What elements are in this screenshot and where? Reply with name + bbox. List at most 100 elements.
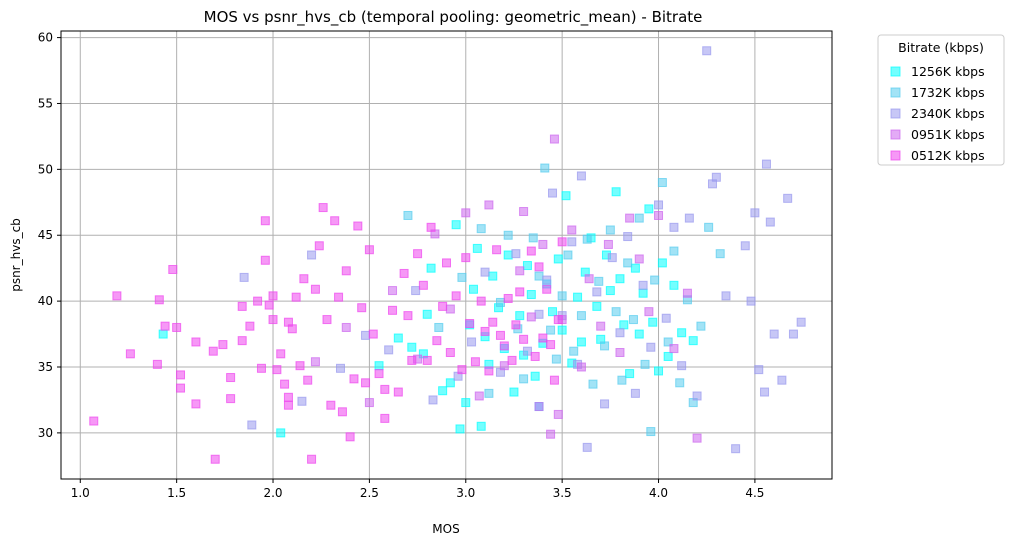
- data-point: [283, 392, 293, 402]
- data-point: [172, 322, 182, 332]
- data-point: [692, 433, 702, 443]
- data-point: [592, 287, 602, 297]
- data-point: [777, 375, 787, 385]
- data-point: [484, 200, 494, 210]
- data-point: [519, 334, 529, 344]
- data-point: [511, 249, 521, 259]
- data-point: [675, 378, 685, 388]
- data-point: [472, 243, 482, 253]
- data-point: [434, 322, 444, 332]
- data-point: [307, 250, 317, 260]
- data-point: [380, 384, 390, 394]
- data-point: [538, 239, 548, 249]
- data-point: [226, 373, 236, 383]
- data-point: [314, 241, 324, 251]
- data-point: [268, 291, 278, 301]
- data-point: [411, 286, 421, 296]
- plot-frame: [60, 30, 833, 480]
- data-point: [364, 245, 374, 255]
- data-point: [677, 328, 687, 338]
- data-point: [584, 274, 594, 284]
- data-point: [731, 444, 741, 454]
- data-point: [507, 355, 517, 365]
- data-point: [663, 351, 673, 361]
- data-point: [368, 329, 378, 339]
- data-point: [549, 134, 559, 144]
- data-point: [634, 254, 644, 264]
- data-point: [646, 342, 656, 352]
- data-point: [374, 361, 384, 371]
- y-tick-label: 45: [38, 228, 53, 242]
- data-point: [495, 330, 505, 340]
- legend-title: Bitrate (kbps): [898, 40, 984, 55]
- data-point: [476, 421, 486, 431]
- data-point: [754, 365, 764, 375]
- data-point: [393, 387, 403, 397]
- data-point: [648, 317, 658, 327]
- data-point: [567, 237, 577, 247]
- data-point: [654, 366, 664, 376]
- data-point: [509, 387, 519, 397]
- data-point: [638, 288, 648, 298]
- data-point: [480, 267, 490, 277]
- data-point: [176, 383, 186, 393]
- data-point: [418, 280, 428, 290]
- data-point: [788, 329, 798, 339]
- data-point: [542, 284, 552, 294]
- data-point: [553, 409, 563, 419]
- data-point: [567, 225, 577, 235]
- data-point: [605, 286, 615, 296]
- data-point: [272, 365, 282, 375]
- data-point: [461, 398, 471, 408]
- data-point: [534, 402, 544, 412]
- data-point: [542, 275, 552, 285]
- data-point: [615, 348, 625, 358]
- data-point: [557, 325, 567, 335]
- data-point: [646, 427, 656, 437]
- legend-marker: [890, 150, 901, 161]
- data-point: [761, 159, 771, 169]
- data-point: [640, 359, 650, 369]
- data-point: [264, 300, 274, 310]
- data-point: [634, 213, 644, 223]
- x-axis-ticks: 1.0 1.5 2.0 2.5 3.0 3.5 4.0 4.5: [71, 479, 764, 500]
- data-point: [152, 359, 162, 369]
- legend-marker: [890, 66, 901, 77]
- data-point: [388, 286, 398, 296]
- data-point: [688, 336, 698, 346]
- data-point: [553, 254, 563, 264]
- data-point: [422, 355, 432, 365]
- data-point: [588, 379, 598, 389]
- data-point: [260, 255, 270, 265]
- data-point: [605, 225, 615, 235]
- data-point: [704, 222, 714, 232]
- data-point: [280, 379, 290, 389]
- data-point: [488, 317, 498, 327]
- data-point: [534, 262, 544, 272]
- data-point: [455, 424, 465, 434]
- data-point: [630, 388, 640, 398]
- data-point: [692, 391, 702, 401]
- data-point: [476, 296, 486, 306]
- data-point: [677, 361, 687, 371]
- data-point: [438, 301, 448, 311]
- y-tick-label: 60: [38, 31, 53, 45]
- data-point: [669, 344, 679, 354]
- data-point: [297, 396, 307, 406]
- x-tick-label: 2.0: [263, 486, 282, 500]
- series-3: [310, 134, 702, 443]
- data-point: [721, 291, 731, 301]
- data-point: [576, 337, 586, 347]
- data-point: [515, 311, 525, 321]
- data-point: [457, 272, 467, 282]
- data-point: [337, 407, 347, 417]
- x-tick-label: 1.0: [71, 486, 90, 500]
- data-point: [526, 312, 536, 322]
- data-point: [696, 321, 706, 331]
- data-point: [625, 369, 635, 379]
- data-point: [769, 329, 779, 339]
- data-point: [268, 315, 278, 325]
- data-point: [515, 266, 525, 276]
- data-point: [239, 272, 249, 282]
